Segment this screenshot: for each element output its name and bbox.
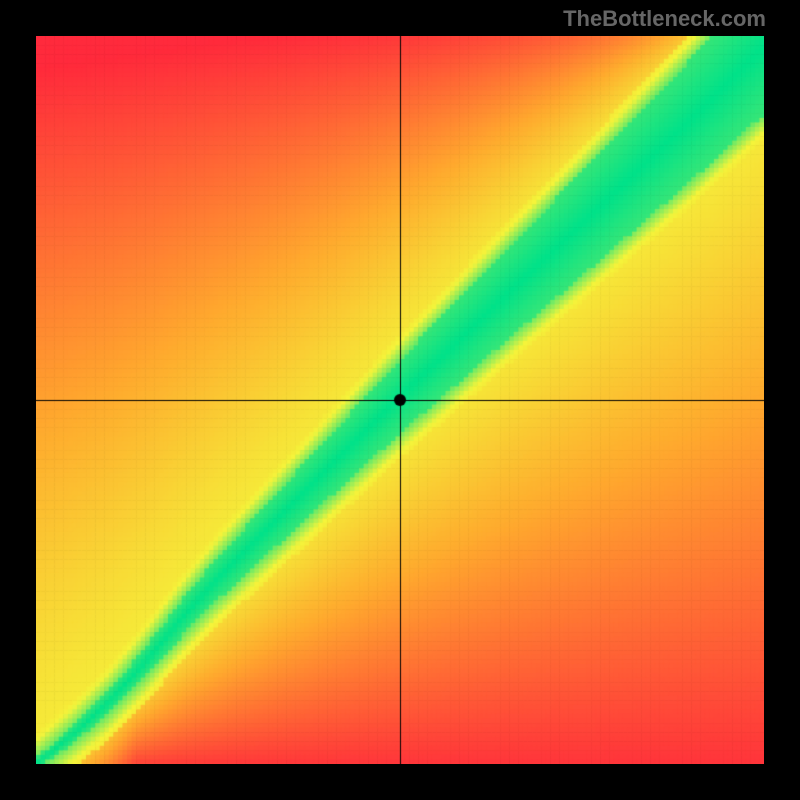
watermark-text: TheBottleneck.com: [563, 6, 766, 32]
bottleneck-heatmap-canvas: [36, 36, 764, 764]
chart-container: TheBottleneck.com: [0, 0, 800, 800]
